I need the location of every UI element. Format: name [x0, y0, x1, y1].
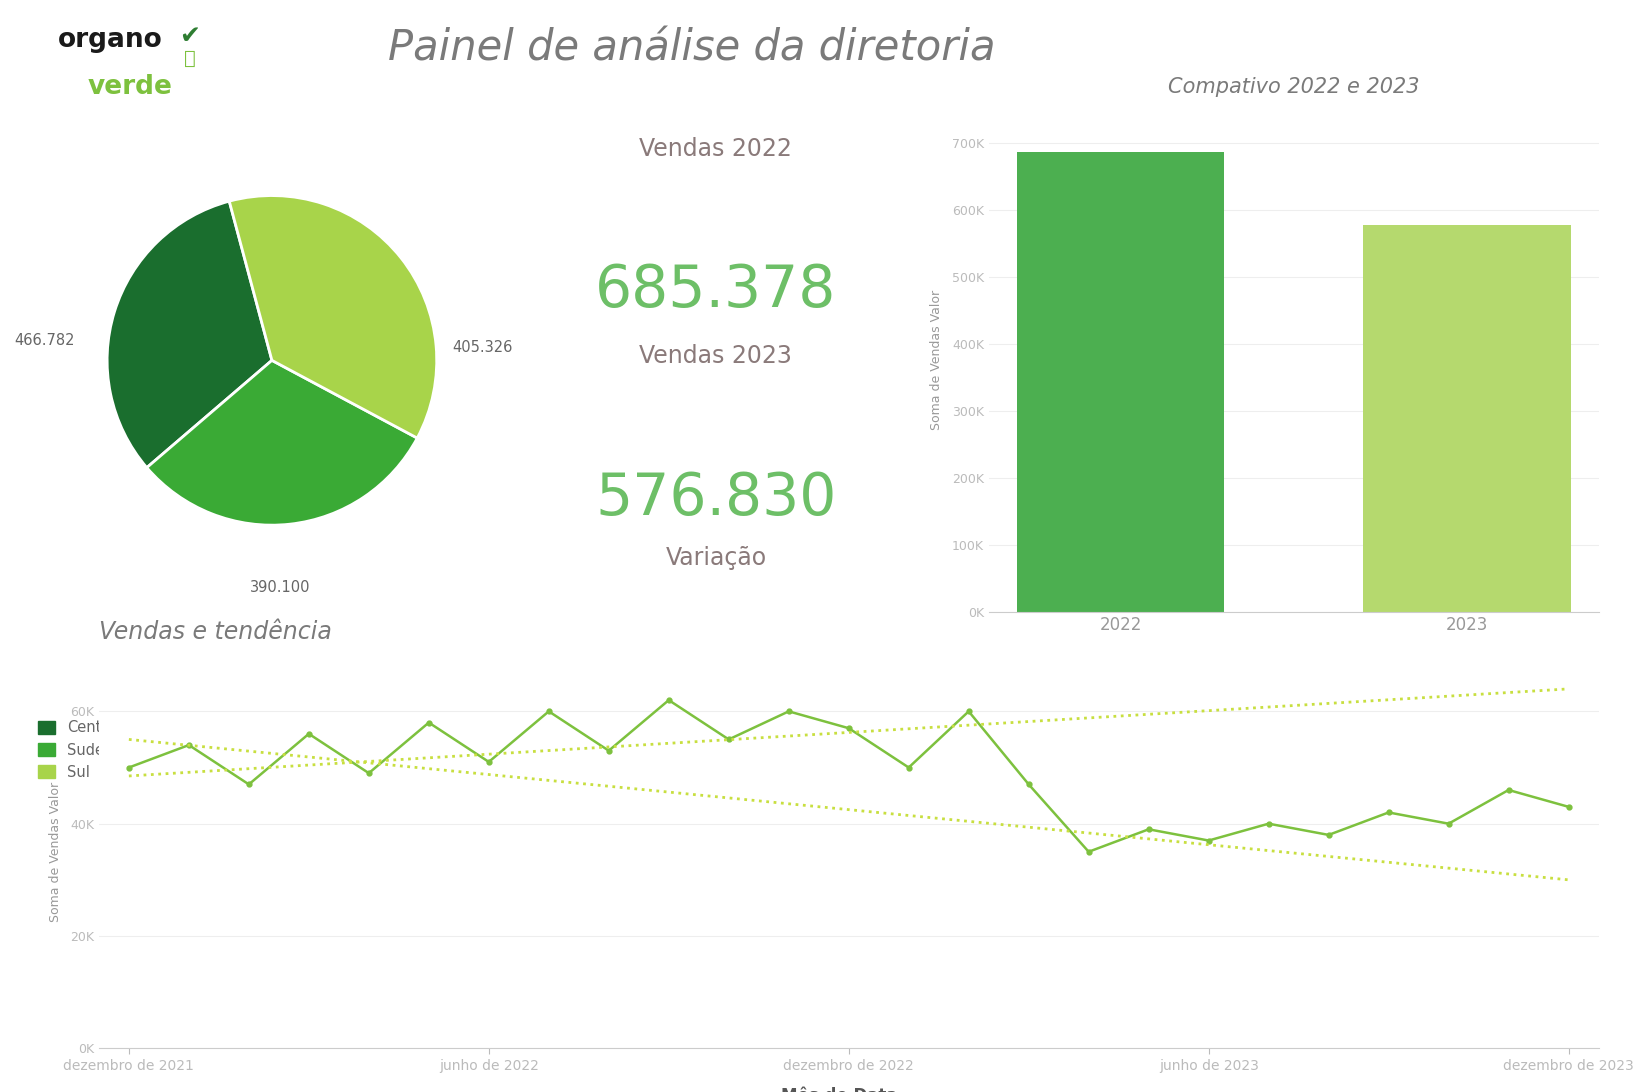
Text: Painel de análise da diretoria: Painel de análise da diretoria [389, 27, 995, 69]
Text: Variação: Variação [666, 546, 766, 570]
Y-axis label: Soma de Vendas Valor: Soma de Vendas Valor [931, 290, 944, 430]
Text: 🍃: 🍃 [183, 49, 196, 68]
Text: Vendas 2022: Vendas 2022 [639, 136, 793, 161]
Text: Vendas 2023: Vendas 2023 [639, 344, 793, 368]
Wedge shape [107, 201, 272, 467]
Bar [1363, 225, 1571, 612]
Wedge shape [147, 360, 417, 525]
Text: -15,84%: -15,84% [606, 672, 826, 724]
Text: 390.100: 390.100 [250, 580, 310, 595]
Wedge shape [229, 195, 437, 438]
Text: 405.326: 405.326 [453, 340, 513, 355]
Text: verde: verde [87, 74, 173, 100]
Text: 576.830: 576.830 [595, 470, 837, 526]
Text: 685.378: 685.378 [595, 262, 837, 319]
Text: ✔: ✔ [180, 24, 199, 48]
Bar [1017, 153, 1224, 612]
Text: 466.782: 466.782 [15, 333, 74, 348]
Text: Vendas e tendência: Vendas e tendência [99, 619, 331, 643]
Title: Compativo 2022 e 2023: Compativo 2022 e 2023 [1168, 76, 1419, 96]
Text: organo: organo [58, 27, 163, 54]
Y-axis label: Soma de Vendas Valor: Soma de Vendas Valor [49, 782, 61, 922]
X-axis label: Mês de Data →: Mês de Data → [781, 1087, 916, 1092]
Legend: Centro-Oeste, Sudeste, Sul: Centro-Oeste, Sudeste, Sul [31, 714, 171, 785]
